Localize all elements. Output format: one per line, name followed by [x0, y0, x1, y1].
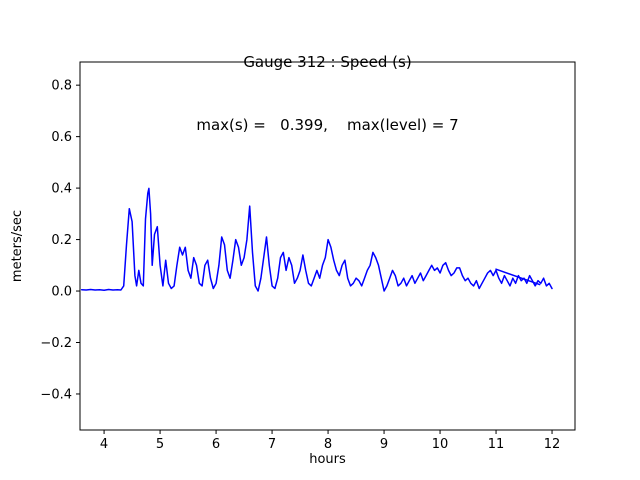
x-tick-label: 7 [268, 437, 276, 452]
overlay-segment-line [495, 268, 541, 286]
x-tick-label: 11 [488, 437, 505, 452]
y-tick-label: 0.0 [51, 285, 72, 300]
y-tick-label: 0.2 [51, 233, 72, 248]
x-axis-label: hours [309, 452, 346, 467]
x-tick-label: 10 [432, 437, 449, 452]
x-tick-label: 9 [380, 437, 388, 452]
chart-subtitle: max(s) = 0.399, max(level) = 7 [196, 116, 459, 134]
x-tick-label: 6 [212, 437, 220, 452]
axes-box [79, 61, 576, 431]
y-tick-label: −0.2 [40, 336, 72, 351]
x-tick-label: 4 [100, 437, 108, 452]
x-tick-label: 12 [544, 437, 561, 452]
speed-line [80, 187, 553, 292]
y-tick-label: 0.8 [51, 79, 72, 94]
y-tick-label: −0.4 [40, 387, 72, 402]
x-tick-label: 5 [156, 437, 164, 452]
title-block: Gauge 312 : Speed (s) max(s) = 0.399, ma… [80, 10, 575, 178]
y-tick-label: 0.6 [51, 130, 72, 145]
y-tick-label: 0.4 [51, 182, 72, 197]
x-tick-label: 8 [324, 437, 332, 452]
